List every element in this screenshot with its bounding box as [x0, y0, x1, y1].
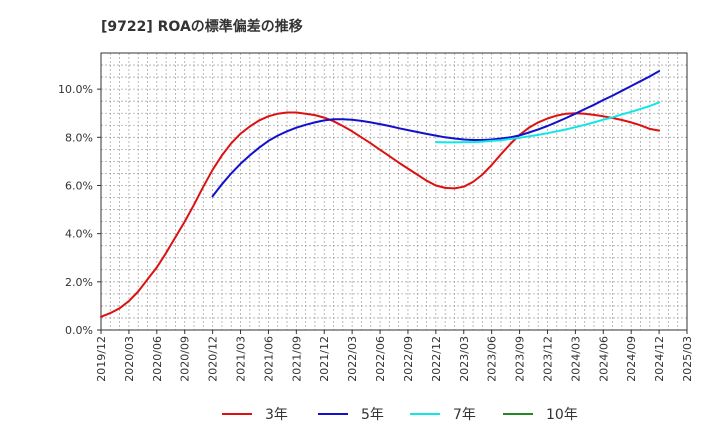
- x-tick-label: 2020/12: [207, 336, 220, 382]
- x-tick-label: 2024/06: [597, 336, 610, 382]
- x-tick-label: 2019/12: [95, 336, 108, 382]
- x-tick-label: 2021/03: [235, 336, 248, 382]
- x-tick-label: 2020/09: [179, 336, 192, 382]
- legend-label-0: 3年: [265, 407, 288, 423]
- y-tick-label: 6.0%: [65, 179, 93, 192]
- legend-label-3: 10年: [546, 407, 578, 423]
- legend: 3年 5年 7年 10年: [222, 407, 578, 423]
- legend-label-2: 7年: [453, 407, 476, 423]
- x-axis: 2019/12 2020/03 2020/06 2020/09 2020/12 2021/…: [95, 330, 694, 382]
- x-tick-label: 2024/03: [569, 336, 582, 382]
- series-layer: [100, 70, 661, 318]
- x-tick-label: 2025/03: [681, 336, 694, 382]
- x-tick-label: 2023/12: [541, 336, 554, 382]
- x-tick-label: 2020/03: [123, 336, 136, 382]
- x-tick-label: 2021/06: [262, 336, 275, 382]
- x-tick-label: 2023/06: [486, 336, 499, 382]
- x-tick-label: 2022/06: [374, 336, 387, 382]
- x-tick-label: 2021/12: [318, 336, 331, 382]
- y-tick-label: 2.0%: [65, 276, 93, 289]
- x-tick-label: 2023/09: [514, 336, 527, 382]
- y-tick-label: 0.0%: [65, 324, 93, 337]
- x-tick-label: 2022/09: [402, 336, 415, 382]
- y-tick-label: 4.0%: [65, 228, 93, 241]
- legend-label-1: 5年: [361, 407, 384, 423]
- grid-layer: [101, 53, 687, 330]
- x-tick-label: 2024/12: [653, 336, 666, 382]
- x-tick-label: 2024/09: [625, 336, 638, 382]
- y-tick-label: 8.0%: [65, 131, 93, 144]
- x-tick-label: 2021/09: [290, 336, 303, 382]
- series-line-2: [434, 101, 661, 144]
- x-tick-label: 2022/03: [346, 336, 359, 382]
- chart-title: [9722] ROAの標準偏差の推移: [101, 18, 303, 35]
- plot-frame: [100, 52, 688, 331]
- y-axis: 0.0% 2.0% 4.0% 6.0% 8.0% 10.0%: [58, 83, 101, 337]
- x-tick-label: 2020/06: [151, 336, 164, 382]
- y-tick-label: 10.0%: [58, 83, 93, 96]
- series-line-1: [211, 70, 661, 198]
- series-line-0: [100, 111, 661, 318]
- x-tick-label: 2023/03: [458, 336, 471, 382]
- x-tick-label: 2022/12: [430, 336, 443, 382]
